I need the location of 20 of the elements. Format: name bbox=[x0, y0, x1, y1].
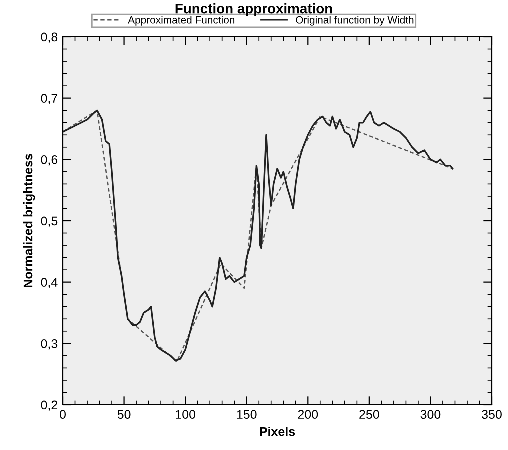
legend-label: Original function by Width bbox=[296, 16, 414, 26]
y-tick-label: 0,7 bbox=[41, 94, 58, 104]
y-tick-label: 0,3 bbox=[41, 339, 58, 350]
x-tick-label: 350 bbox=[482, 410, 502, 420]
x-tick-label: 100 bbox=[176, 410, 196, 420]
x-tick-label: 150 bbox=[237, 410, 257, 420]
y-axis-title: Normalized brightness bbox=[24, 154, 36, 288]
x-tick-label: 200 bbox=[298, 410, 318, 420]
y-tick-label: 0,8 bbox=[41, 32, 58, 44]
x-tick-label: 300 bbox=[420, 410, 441, 420]
y-tick-label: 0,6 bbox=[41, 155, 58, 166]
x-axis-title: Pixels bbox=[260, 427, 296, 436]
y-tick-label: 0,5 bbox=[41, 216, 58, 228]
y-tick-label: 0,2 bbox=[41, 400, 58, 412]
x-tick-label: 250 bbox=[360, 410, 380, 420]
legend-label: Approximated Function bbox=[128, 16, 235, 26]
x-tick-label: 50 bbox=[118, 410, 131, 420]
y-tick-label: 0,4 bbox=[41, 278, 58, 288]
chart-title: Function approximation bbox=[176, 4, 332, 16]
x-tick-label: 0 bbox=[60, 410, 66, 420]
